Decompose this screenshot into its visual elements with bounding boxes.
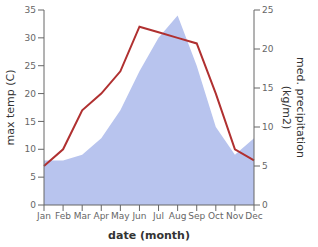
svg-text:Sep: Sep <box>188 211 205 221</box>
svg-text:Apr: Apr <box>93 211 109 221</box>
svg-text:5: 5 <box>262 161 268 171</box>
svg-text:Nov: Nov <box>226 211 244 221</box>
svg-text:35: 35 <box>25 5 36 15</box>
svg-text:max temp (C): max temp (C) <box>8 69 17 145</box>
svg-text:25: 25 <box>25 61 36 71</box>
svg-text:date (month): date (month) <box>108 229 190 242</box>
svg-text:5: 5 <box>30 172 36 182</box>
svg-text:May: May <box>111 211 130 221</box>
svg-text:Jul: Jul <box>152 211 164 221</box>
svg-text:30: 30 <box>25 33 37 43</box>
svg-text:Jun: Jun <box>131 211 146 221</box>
svg-text:25: 25 <box>262 5 273 15</box>
svg-text:20: 20 <box>25 89 37 99</box>
svg-text:20: 20 <box>262 44 274 54</box>
svg-text:15: 15 <box>262 83 273 93</box>
svg-text:10: 10 <box>25 144 37 154</box>
svg-text:10: 10 <box>262 122 274 132</box>
svg-text:med. precipitation(kg/m2): med. precipitation(kg/m2) <box>281 57 307 158</box>
svg-text:0: 0 <box>262 200 268 210</box>
svg-text:Mar: Mar <box>74 211 91 221</box>
svg-text:Jan: Jan <box>36 211 51 221</box>
svg-text:Oct: Oct <box>208 211 224 221</box>
svg-text:Feb: Feb <box>55 211 71 221</box>
svg-text:0: 0 <box>30 200 36 210</box>
svg-text:15: 15 <box>25 117 36 127</box>
svg-text:Aug: Aug <box>169 211 187 221</box>
svg-text:Dec: Dec <box>245 211 262 221</box>
